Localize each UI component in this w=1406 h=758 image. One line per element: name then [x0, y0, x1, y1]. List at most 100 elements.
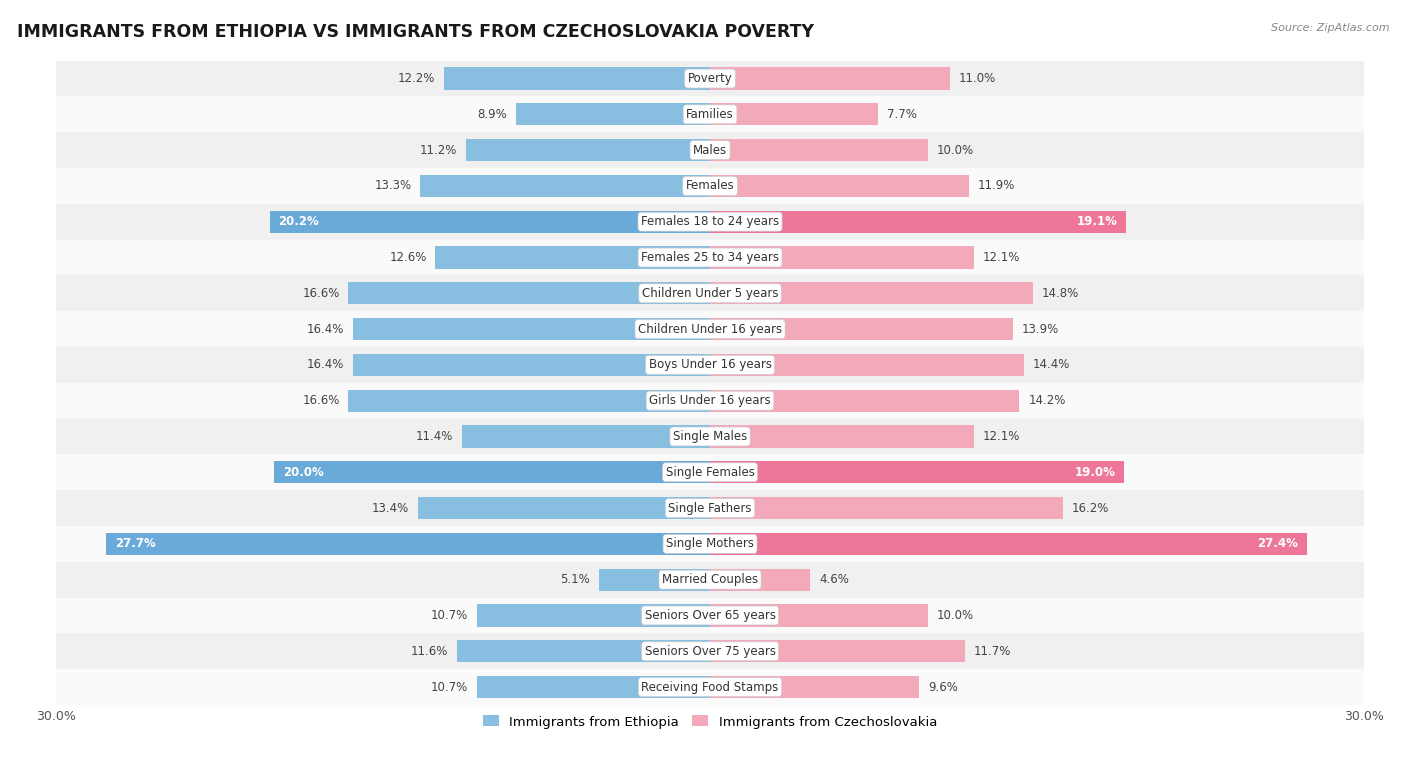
Bar [56, 312, 1364, 347]
Text: 27.4%: 27.4% [1257, 537, 1298, 550]
Bar [461, 425, 710, 447]
Text: Single Mothers: Single Mothers [666, 537, 754, 550]
Text: 10.7%: 10.7% [430, 681, 468, 694]
Bar [56, 96, 1364, 132]
Bar [710, 139, 928, 161]
Bar [710, 282, 1032, 305]
Text: Females 25 to 34 years: Females 25 to 34 years [641, 251, 779, 264]
Text: 14.2%: 14.2% [1028, 394, 1066, 407]
Text: Males: Males [693, 143, 727, 157]
Text: 11.0%: 11.0% [959, 72, 995, 85]
Text: Source: ZipAtlas.com: Source: ZipAtlas.com [1271, 23, 1389, 33]
Text: 10.0%: 10.0% [936, 609, 974, 622]
Text: Seniors Over 65 years: Seniors Over 65 years [644, 609, 776, 622]
Bar [56, 240, 1364, 275]
Bar [56, 383, 1364, 418]
Text: Single Males: Single Males [673, 430, 747, 443]
Text: 16.2%: 16.2% [1071, 502, 1109, 515]
Text: 4.6%: 4.6% [818, 573, 849, 586]
Bar [56, 454, 1364, 490]
Text: 8.9%: 8.9% [478, 108, 508, 121]
Bar [349, 282, 710, 305]
Text: 11.7%: 11.7% [974, 645, 1011, 658]
Text: Boys Under 16 years: Boys Under 16 years [648, 359, 772, 371]
Bar [436, 246, 710, 268]
Text: 11.9%: 11.9% [979, 180, 1015, 193]
Text: 12.1%: 12.1% [983, 251, 1019, 264]
Bar [477, 604, 710, 627]
Text: Females: Females [686, 180, 734, 193]
Bar [465, 139, 710, 161]
Text: 7.7%: 7.7% [887, 108, 917, 121]
Text: Poverty: Poverty [688, 72, 733, 85]
Text: Families: Families [686, 108, 734, 121]
Text: 12.2%: 12.2% [398, 72, 436, 85]
Bar [56, 61, 1364, 96]
Bar [56, 275, 1364, 312]
Text: 10.0%: 10.0% [936, 143, 974, 157]
Bar [710, 568, 810, 590]
Bar [353, 354, 710, 376]
Bar [457, 641, 710, 662]
Bar [56, 418, 1364, 454]
Bar [270, 211, 710, 233]
Bar [710, 533, 1308, 555]
Bar [56, 168, 1364, 204]
Bar [56, 597, 1364, 634]
Text: 19.0%: 19.0% [1074, 465, 1115, 479]
Bar [710, 211, 1126, 233]
Bar [710, 425, 974, 447]
Text: Single Females: Single Females [665, 465, 755, 479]
Bar [710, 67, 950, 89]
Bar [710, 641, 965, 662]
Bar [353, 318, 710, 340]
Text: Girls Under 16 years: Girls Under 16 years [650, 394, 770, 407]
Bar [710, 604, 928, 627]
Text: 20.0%: 20.0% [283, 465, 323, 479]
Bar [56, 562, 1364, 597]
Bar [710, 354, 1024, 376]
Text: 16.4%: 16.4% [307, 323, 344, 336]
Text: 19.1%: 19.1% [1077, 215, 1118, 228]
Bar [56, 490, 1364, 526]
Bar [444, 67, 710, 89]
Text: Married Couples: Married Couples [662, 573, 758, 586]
Text: Seniors Over 75 years: Seniors Over 75 years [644, 645, 776, 658]
Bar [710, 497, 1063, 519]
Text: 10.7%: 10.7% [430, 609, 468, 622]
Bar [349, 390, 710, 412]
Bar [418, 497, 710, 519]
Bar [710, 390, 1019, 412]
Text: 13.9%: 13.9% [1022, 323, 1059, 336]
Bar [56, 132, 1364, 168]
Bar [420, 175, 710, 197]
Bar [516, 103, 710, 125]
Text: Children Under 5 years: Children Under 5 years [641, 287, 779, 300]
Text: 9.6%: 9.6% [928, 681, 957, 694]
Text: Single Fathers: Single Fathers [668, 502, 752, 515]
Text: 11.4%: 11.4% [416, 430, 453, 443]
Bar [107, 533, 710, 555]
Text: IMMIGRANTS FROM ETHIOPIA VS IMMIGRANTS FROM CZECHOSLOVAKIA POVERTY: IMMIGRANTS FROM ETHIOPIA VS IMMIGRANTS F… [17, 23, 814, 41]
Bar [710, 175, 969, 197]
Text: 13.4%: 13.4% [373, 502, 409, 515]
Bar [710, 246, 974, 268]
Text: 11.2%: 11.2% [420, 143, 457, 157]
Text: 14.8%: 14.8% [1042, 287, 1078, 300]
Text: Receiving Food Stamps: Receiving Food Stamps [641, 681, 779, 694]
Bar [477, 676, 710, 698]
Text: 16.6%: 16.6% [302, 287, 340, 300]
Bar [710, 461, 1125, 484]
Bar [56, 204, 1364, 240]
Text: 20.2%: 20.2% [278, 215, 319, 228]
Text: 27.7%: 27.7% [115, 537, 156, 550]
Bar [274, 461, 710, 484]
Text: 12.6%: 12.6% [389, 251, 427, 264]
Text: 11.6%: 11.6% [411, 645, 449, 658]
Bar [599, 568, 710, 590]
Text: 13.3%: 13.3% [374, 180, 412, 193]
Text: 16.6%: 16.6% [302, 394, 340, 407]
Bar [56, 347, 1364, 383]
Bar [710, 103, 877, 125]
Text: 5.1%: 5.1% [561, 573, 591, 586]
